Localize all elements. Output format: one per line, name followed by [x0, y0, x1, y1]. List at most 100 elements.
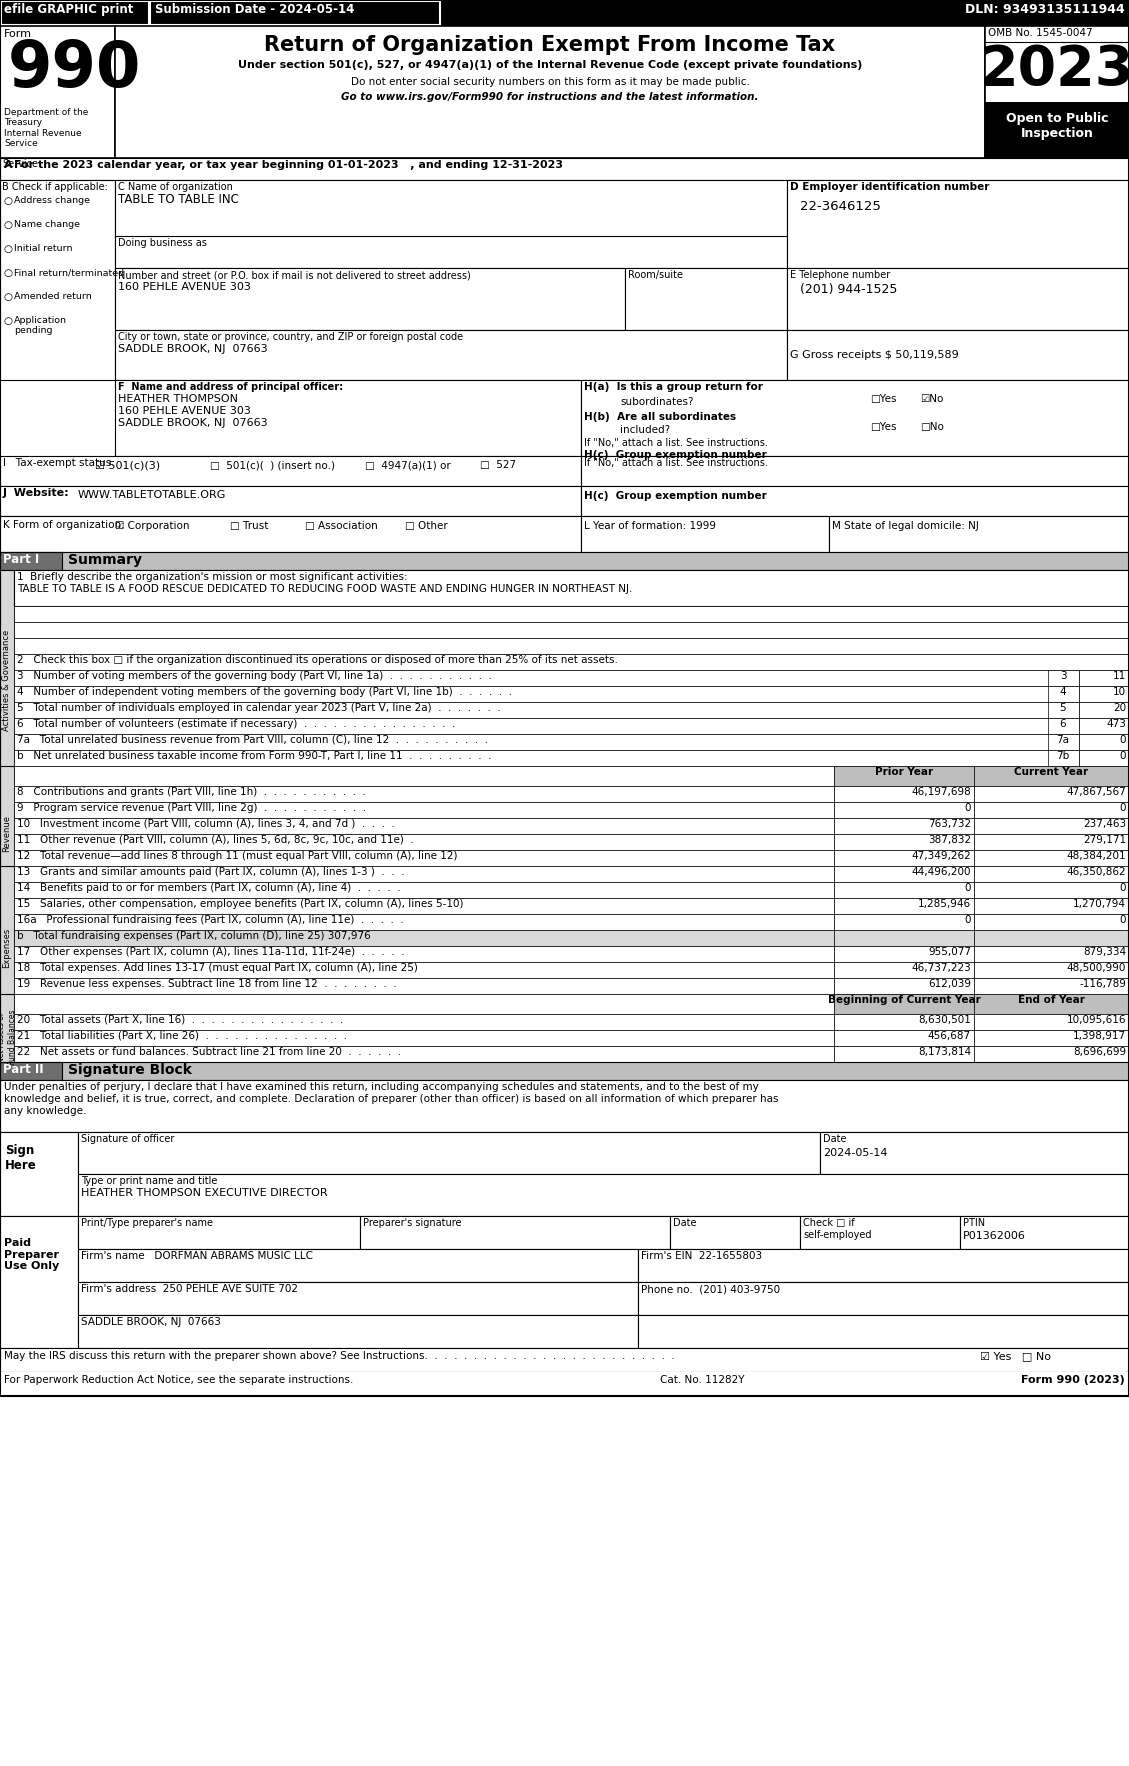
Text: □  501(c)(  ) (insert no.): □ 501(c)( ) (insert no.): [210, 459, 335, 470]
Text: Open to Public
Inspection: Open to Public Inspection: [1006, 111, 1109, 140]
Bar: [960, 1217, 1129, 1249]
Bar: [14, 638, 1129, 653]
Bar: [974, 802, 1129, 818]
Text: Go to www.irs.gov/Form990 for instructions and the latest information.: Go to www.irs.gov/Form990 for instructio…: [341, 92, 759, 102]
Bar: [834, 962, 974, 978]
Bar: [14, 994, 834, 1014]
Text: Signature Block: Signature Block: [68, 1063, 192, 1077]
Text: 14   Benefits paid to or for members (Part IX, column (A), line 4)  .  .  .  .  : 14 Benefits paid to or for members (Part…: [17, 883, 401, 894]
Text: 6: 6: [1060, 719, 1066, 729]
Bar: [1048, 735, 1079, 751]
Text: 1,398,917: 1,398,917: [1073, 1031, 1126, 1040]
Bar: [1048, 703, 1079, 719]
Bar: [834, 1045, 974, 1061]
Bar: [974, 881, 1129, 897]
Text: Part I: Part I: [3, 553, 40, 565]
Text: 46,197,698: 46,197,698: [911, 788, 971, 796]
Text: Beginning of Current Year: Beginning of Current Year: [828, 994, 980, 1005]
Text: If "No," attach a list. See instructions.: If "No," attach a list. See instructions…: [584, 438, 768, 449]
Bar: [14, 897, 834, 915]
Text: 44,496,200: 44,496,200: [911, 867, 971, 878]
Text: WWW.TABLETOTABLE.ORG: WWW.TABLETOTABLE.ORG: [78, 489, 227, 500]
Bar: [581, 516, 829, 553]
Bar: [115, 380, 581, 456]
Text: 0: 0: [1120, 735, 1126, 745]
Text: 1  Briefly describe the organization's mission or most significant activities:: 1 Briefly describe the organization's mi…: [17, 572, 408, 583]
Bar: [669, 1217, 800, 1249]
Bar: [0, 553, 1129, 570]
Text: ☑ Corporation: ☑ Corporation: [115, 521, 190, 532]
Text: G Gross receipts $ 50,119,589: G Gross receipts $ 50,119,589: [790, 350, 959, 360]
Bar: [0, 157, 115, 180]
Bar: [829, 516, 1129, 553]
Text: 12   Total revenue—add lines 8 through 11 (must equal Part VIII, column (A), lin: 12 Total revenue—add lines 8 through 11 …: [17, 851, 457, 862]
Bar: [1079, 669, 1129, 685]
Text: included?: included?: [620, 426, 671, 434]
Bar: [14, 818, 834, 834]
Bar: [0, 1081, 1129, 1132]
Bar: [0, 1372, 1129, 1395]
Bar: [14, 606, 1129, 622]
Bar: [0, 180, 115, 380]
Text: (201) 944-1525: (201) 944-1525: [800, 283, 898, 297]
Text: Doing business as: Doing business as: [119, 238, 207, 247]
Text: For the 2023 calendar year, or tax year beginning 01-01-2023   , and ending 12-3: For the 2023 calendar year, or tax year …: [14, 161, 563, 170]
Bar: [14, 1014, 834, 1030]
Text: Part II: Part II: [3, 1063, 44, 1075]
Bar: [78, 1282, 638, 1316]
Text: 22   Net assets or fund balances. Subtract line 21 from line 20  .  .  .  .  .  : 22 Net assets or fund balances. Subtract…: [17, 1047, 401, 1058]
Text: -116,789: -116,789: [1079, 978, 1126, 989]
Bar: [14, 962, 834, 978]
Text: H(b)  Are all subordinates: H(b) Are all subordinates: [584, 411, 736, 422]
Text: OMB No. 1545-0047: OMB No. 1545-0047: [988, 28, 1093, 39]
Bar: [0, 1347, 1129, 1372]
Text: subordinates?: subordinates?: [620, 397, 693, 406]
Text: 10,095,616: 10,095,616: [1067, 1015, 1126, 1024]
Bar: [0, 570, 14, 789]
Text: City or town, state or province, country, and ZIP or foreign postal code: City or town, state or province, country…: [119, 332, 463, 343]
Text: 2024-05-14: 2024-05-14: [823, 1148, 887, 1158]
Bar: [14, 653, 1129, 669]
Text: 160 PEHLE AVENUE 303: 160 PEHLE AVENUE 303: [119, 283, 251, 291]
Text: □Yes: □Yes: [870, 394, 896, 404]
Text: 47,349,262: 47,349,262: [911, 851, 971, 862]
Bar: [974, 897, 1129, 915]
Text: 279,171: 279,171: [1083, 835, 1126, 844]
Text: any knowledge.: any knowledge.: [5, 1106, 87, 1116]
Text: H(c)  Group exemption number: H(c) Group exemption number: [584, 450, 767, 459]
Text: L Year of formation: 1999: L Year of formation: 1999: [584, 521, 716, 532]
Bar: [0, 1132, 78, 1217]
Bar: [14, 865, 834, 881]
Text: 9   Program service revenue (Part VIII, line 2g)  .  .  .  .  .  .  .  .  .  .  : 9 Program service revenue (Part VIII, li…: [17, 804, 366, 812]
Text: End of Year: End of Year: [1017, 994, 1085, 1005]
Bar: [834, 766, 974, 786]
Text: Activities & Governance: Activities & Governance: [2, 629, 11, 731]
Text: 387,832: 387,832: [928, 835, 971, 844]
Text: 1,285,946: 1,285,946: [918, 899, 971, 909]
Text: Sign
Here: Sign Here: [5, 1144, 37, 1173]
Text: H(a)  Is this a group return for: H(a) Is this a group return for: [584, 381, 763, 392]
Text: If "No," attach a list. See instructions.: If "No," attach a list. See instructions…: [584, 457, 768, 468]
Bar: [14, 735, 1129, 751]
Text: 21   Total liabilities (Part X, line 26)  .  .  .  .  .  .  .  .  .  .  .  .  . : 21 Total liabilities (Part X, line 26) .…: [17, 1031, 347, 1040]
Text: Date: Date: [823, 1134, 847, 1144]
Text: Expenses: Expenses: [2, 927, 11, 968]
Bar: [78, 1249, 638, 1282]
Bar: [834, 1014, 974, 1030]
Bar: [1, 2, 149, 25]
Bar: [974, 818, 1129, 834]
Bar: [0, 766, 14, 901]
Bar: [974, 834, 1129, 849]
Text: 0: 0: [1120, 751, 1126, 761]
Text: HEATHER THOMPSON: HEATHER THOMPSON: [119, 394, 238, 404]
Bar: [0, 994, 14, 1081]
Bar: [1079, 703, 1129, 719]
Text: □ Other: □ Other: [405, 521, 448, 532]
Text: 10   Investment income (Part VIII, column (A), lines 3, 4, and 7d )  .  .  .  .: 10 Investment income (Part VIII, column …: [17, 819, 395, 828]
Text: Form 990 (2023): Form 990 (2023): [1022, 1376, 1124, 1385]
Text: TABLE TO TABLE INC: TABLE TO TABLE INC: [119, 192, 239, 207]
Bar: [0, 553, 62, 570]
Text: 8,173,814: 8,173,814: [918, 1047, 971, 1058]
Bar: [834, 881, 974, 897]
Text: Cat. No. 11282Y: Cat. No. 11282Y: [660, 1376, 744, 1385]
